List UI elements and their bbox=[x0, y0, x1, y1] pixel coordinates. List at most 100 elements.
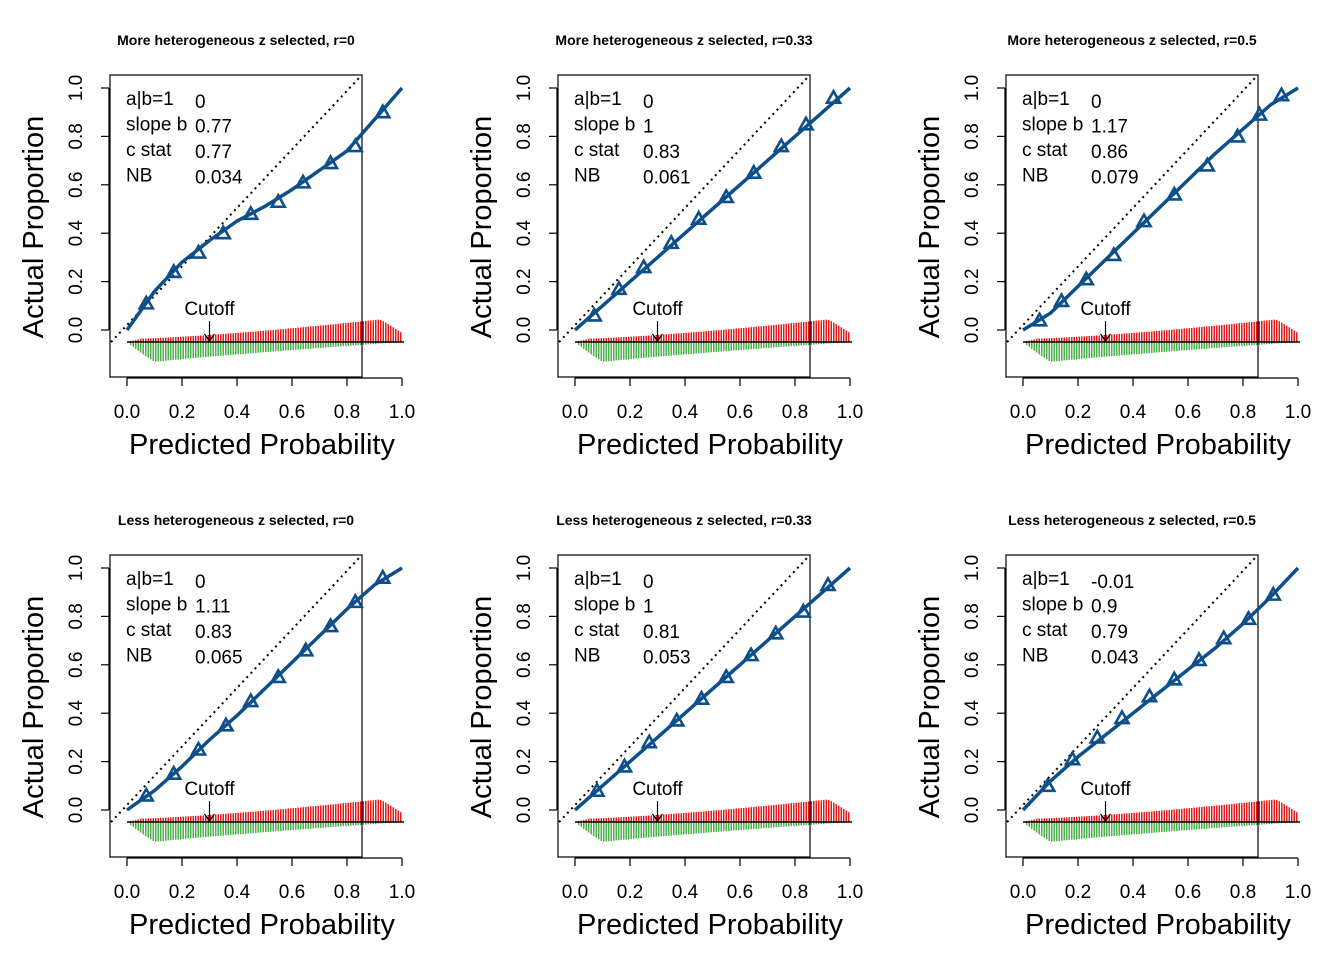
data-point bbox=[137, 294, 155, 310]
y-tick-label: 0.6 bbox=[962, 652, 983, 678]
stat-value: 1 bbox=[643, 597, 654, 618]
data-point bbox=[1135, 211, 1153, 228]
y-tick-label: 0.2 bbox=[66, 748, 87, 774]
stat-value: 1 bbox=[643, 117, 654, 138]
y-tick-label: 0.6 bbox=[514, 652, 535, 678]
data-point bbox=[692, 689, 711, 705]
data-point bbox=[690, 209, 708, 225]
data-point bbox=[1063, 750, 1082, 766]
data-point bbox=[1039, 776, 1057, 793]
plot-frame bbox=[557, 554, 811, 858]
stat-value: 0.043 bbox=[1091, 648, 1139, 669]
stat-label: slope b bbox=[1022, 115, 1083, 136]
data-point bbox=[742, 645, 760, 662]
data-point bbox=[1239, 609, 1258, 626]
data-point bbox=[1105, 245, 1123, 262]
data-point bbox=[794, 602, 812, 618]
x-tick-label: 0.0 bbox=[562, 882, 588, 903]
data-point bbox=[717, 667, 735, 684]
x-tick-label: 0.2 bbox=[1065, 882, 1091, 903]
data-point bbox=[824, 88, 843, 104]
y-tick-label: 1.0 bbox=[962, 75, 983, 101]
y-tick-label: 0.0 bbox=[514, 317, 535, 343]
y-tick-label: 0.2 bbox=[514, 268, 535, 294]
data-point bbox=[321, 616, 340, 633]
reference-diagonal bbox=[1006, 555, 1258, 823]
stat-label: slope b bbox=[126, 115, 187, 136]
x-tick-label: 0.0 bbox=[562, 402, 588, 423]
stat-label: c stat bbox=[1022, 140, 1068, 161]
data-point bbox=[374, 103, 392, 119]
x-tick-label: 0.8 bbox=[782, 882, 808, 903]
data-point bbox=[1165, 670, 1183, 686]
cutoff-arrow-head bbox=[652, 813, 663, 823]
stat-value: 0.77 bbox=[195, 142, 232, 163]
y-tick-label: 1.0 bbox=[66, 75, 87, 101]
y-tick-label: 0.4 bbox=[66, 220, 87, 247]
data-point bbox=[1077, 270, 1095, 286]
y-tick-label: 1.0 bbox=[514, 75, 535, 101]
y-tick-label: 0.6 bbox=[66, 172, 87, 198]
stat-label: c stat bbox=[1022, 620, 1068, 641]
data-point bbox=[189, 243, 208, 259]
data-point bbox=[1264, 585, 1282, 601]
x-tick-label: 0.0 bbox=[114, 402, 140, 423]
x-axis-label: Predicted Probability bbox=[1025, 429, 1291, 461]
x-tick-label: 0.2 bbox=[617, 882, 643, 903]
data-point bbox=[1140, 687, 1159, 703]
y-axis-label: Actual Proportion bbox=[18, 596, 50, 818]
stat-value: 1.17 bbox=[1091, 117, 1128, 138]
x-tick-label: 1.0 bbox=[389, 882, 415, 903]
y-tick-label: 0.2 bbox=[962, 748, 983, 774]
data-point bbox=[610, 279, 628, 296]
x-axis-label: Predicted Probability bbox=[129, 429, 395, 461]
data-point bbox=[717, 187, 735, 204]
y-axis-label: Actual Proportion bbox=[466, 116, 498, 338]
y-tick-label: 0.6 bbox=[962, 172, 983, 198]
panel-title: More heterogeneous z selected, r=0.33 bbox=[555, 32, 812, 48]
x-tick-label: 1.0 bbox=[837, 402, 863, 423]
x-tick-label: 0.4 bbox=[672, 882, 699, 903]
stat-label: NB bbox=[126, 646, 152, 667]
cutoff-label: Cutoff bbox=[184, 779, 235, 800]
y-tick-label: 0.4 bbox=[962, 700, 983, 727]
stat-label: a|b=1 bbox=[574, 89, 622, 110]
panel-title: Less heterogeneous z selected, r=0.5 bbox=[1008, 512, 1256, 528]
stat-label: NB bbox=[574, 166, 600, 187]
stat-value: 0 bbox=[1091, 92, 1102, 113]
x-axis-label: Predicted Probability bbox=[129, 909, 395, 941]
data-point bbox=[346, 136, 364, 153]
stat-label: c stat bbox=[574, 620, 620, 641]
data-point bbox=[1190, 650, 1208, 667]
x-tick-label: 0.2 bbox=[169, 402, 195, 423]
x-tick-label: 0.4 bbox=[1120, 882, 1147, 903]
y-tick-label: 1.0 bbox=[514, 555, 535, 581]
data-point bbox=[668, 711, 686, 727]
calibration-panel: Less heterogeneous z selected, r=0.5 0.0 0… bbox=[914, 512, 1311, 941]
stat-label: NB bbox=[1022, 646, 1048, 667]
y-axis-label: Actual Proportion bbox=[18, 116, 50, 338]
y-axis-label: Actual Proportion bbox=[466, 596, 498, 818]
stat-value: -0.01 bbox=[1091, 572, 1134, 593]
stat-value: 0 bbox=[643, 572, 654, 593]
calibration-panel: More heterogeneous z selected, r=0.33 0.0… bbox=[466, 32, 863, 461]
data-point bbox=[797, 115, 815, 131]
data-point bbox=[635, 257, 653, 274]
plot-frame bbox=[1005, 554, 1259, 858]
calibration-panel: Less heterogeneous z selected, r=0.33 0.0… bbox=[466, 512, 863, 941]
x-tick-label: 0.8 bbox=[782, 402, 808, 423]
x-tick-label: 0.8 bbox=[334, 882, 360, 903]
stat-value: 0 bbox=[195, 92, 206, 113]
data-point bbox=[165, 262, 183, 279]
data-point bbox=[1052, 291, 1071, 308]
y-tick-label: 1.0 bbox=[962, 555, 983, 581]
stat-label: NB bbox=[1022, 166, 1048, 187]
data-point bbox=[374, 568, 392, 584]
stat-value: 0 bbox=[195, 572, 206, 593]
x-tick-label: 0.2 bbox=[1065, 402, 1091, 423]
stat-value: 0.81 bbox=[643, 622, 680, 643]
x-tick-label: 1.0 bbox=[837, 882, 863, 903]
data-point bbox=[1113, 708, 1131, 725]
cutoff-label: Cutoff bbox=[632, 779, 683, 800]
x-tick-label: 0.8 bbox=[1230, 402, 1256, 423]
